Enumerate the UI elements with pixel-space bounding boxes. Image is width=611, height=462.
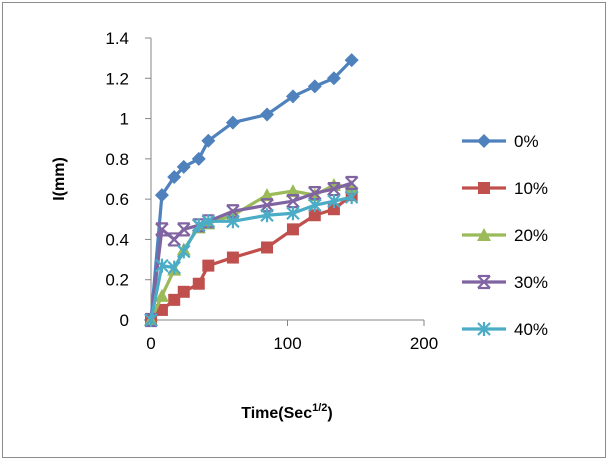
- triangle-marker: [260, 188, 275, 202]
- square-marker: [155, 303, 168, 316]
- y-tick-label: 0.6: [105, 190, 129, 209]
- series-2: [145, 189, 358, 326]
- x-axis-title-sup: 1/2: [312, 402, 327, 414]
- x-tick-label: 100: [273, 334, 301, 353]
- asterisk-marker: [144, 313, 158, 327]
- x-star-marker: [344, 175, 359, 191]
- x-tick-label: 200: [410, 334, 438, 353]
- legend: 0% 10% 20% 30% 40%: [462, 132, 548, 339]
- diamond-marker: [201, 133, 216, 148]
- legend-label: 20%: [514, 226, 548, 245]
- diamond-marker: [344, 53, 359, 68]
- legend-item: 20%: [462, 226, 548, 245]
- diamond-marker: [477, 134, 491, 148]
- x-star-marker: [286, 194, 300, 209]
- square-marker: [202, 259, 215, 272]
- x-star-marker: [477, 274, 491, 290]
- square-marker: [168, 293, 181, 306]
- square-marker: [177, 285, 190, 298]
- square-marker: [192, 277, 205, 290]
- asterisk-marker: [155, 258, 169, 273]
- y-axis-title: I(mm): [51, 157, 68, 201]
- x-star-marker: [260, 198, 274, 213]
- asterisk-marker: [176, 244, 191, 259]
- asterisk-marker: [191, 218, 206, 233]
- series-layer: [144, 53, 359, 328]
- y-tick-label: 0.8: [105, 150, 129, 169]
- asterisk-marker: [167, 260, 181, 275]
- legend-item: 40%: [462, 320, 548, 339]
- legend-item: 30%: [462, 273, 548, 292]
- diamond-marker: [285, 89, 300, 104]
- legend-label: 40%: [514, 320, 548, 339]
- diamond-marker: [260, 107, 275, 122]
- diamond-marker: [191, 151, 206, 166]
- y-tick-label: 0.4: [105, 230, 129, 249]
- y-tick-label: 1: [120, 110, 129, 129]
- x-star-marker: [176, 222, 191, 237]
- y-tick-label: 0.2: [105, 271, 129, 290]
- square-marker: [261, 241, 274, 254]
- asterisk-marker: [286, 206, 300, 221]
- x-star-marker: [308, 186, 322, 201]
- diamond-marker: [167, 169, 182, 184]
- square-marker: [226, 251, 239, 264]
- y-tick-label: 1.4: [105, 29, 129, 48]
- asterisk-marker: [308, 198, 322, 213]
- asterisk-marker: [327, 194, 341, 209]
- x-star-marker: [167, 232, 181, 247]
- legend-item: 0%: [462, 132, 539, 151]
- asterisk-marker: [477, 322, 491, 336]
- square-marker: [478, 182, 490, 194]
- x-star-marker: [327, 181, 341, 197]
- diamond-marker: [176, 159, 191, 174]
- asterisk-marker: [344, 190, 359, 205]
- triangle-marker: [154, 288, 169, 302]
- asterisk-marker: [226, 214, 240, 229]
- triangle-marker: [285, 184, 300, 198]
- asterisk-marker: [201, 214, 216, 229]
- diamond-marker: [307, 79, 322, 94]
- x-tick-label: 0: [146, 334, 155, 353]
- x-axis-title-main: Time(Sec: [241, 405, 312, 422]
- legend-label: 0%: [514, 132, 539, 151]
- axes: 0 0.2 0.4 0.6 0.8 1 1.2 1.4 0 100 200: [105, 29, 438, 353]
- diamond-marker: [225, 115, 240, 130]
- legend-label: 30%: [514, 273, 548, 292]
- square-marker: [286, 223, 299, 236]
- y-tick-label: 0: [120, 311, 129, 330]
- legend-label: 10%: [514, 179, 548, 198]
- square-marker: [308, 209, 321, 222]
- chart-frame: [2, 2, 606, 458]
- series-line: [149, 195, 353, 321]
- asterisk-marker: [260, 208, 274, 223]
- square-marker: [327, 203, 340, 216]
- x-axis-title-end: ): [327, 405, 332, 422]
- triangle-marker: [477, 228, 491, 241]
- series-5: [144, 190, 359, 327]
- x-star-marker: [155, 222, 169, 237]
- diamond-marker: [326, 71, 341, 86]
- x-axis-title: Time(Sec1/2): [241, 402, 332, 422]
- diamond-marker: [154, 188, 169, 203]
- x-star-marker: [226, 204, 240, 219]
- legend-item: 10%: [462, 179, 548, 198]
- y-tick-label: 1.2: [105, 69, 129, 88]
